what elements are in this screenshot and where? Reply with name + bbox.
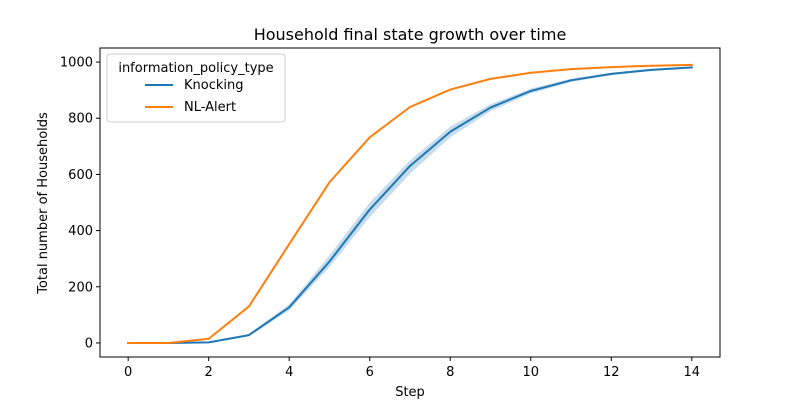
x-tick-label: 12 — [603, 365, 620, 380]
plot-area: 0 2 4 6 8 10 12 14 0 200 400 600 800 1000 — [60, 47, 721, 380]
legend-title: information_policy_type — [118, 61, 273, 76]
y-tick-label: 800 — [68, 112, 93, 127]
x-tick-label: 6 — [366, 365, 374, 380]
y-axis-label: Total number of Households — [36, 112, 51, 295]
legend-label-knocking: Knocking — [184, 78, 244, 93]
y-tick-label: 1000 — [60, 56, 93, 71]
x-tick-label: 4 — [285, 365, 293, 380]
chart-title: Household final state growth over time — [254, 25, 567, 44]
legend: information_policy_type Knocking NL-Alert — [106, 53, 286, 123]
y-tick-label: 600 — [68, 168, 93, 183]
x-tick-label: 14 — [684, 365, 701, 380]
y-tick-label: 400 — [68, 224, 93, 239]
x-tick-label: 2 — [205, 365, 213, 380]
y-tick-label: 200 — [68, 280, 93, 295]
legend-box — [106, 53, 286, 123]
y-tick-label: 0 — [85, 336, 93, 351]
plot-frame — [99, 47, 721, 358]
x-tick-label: 10 — [523, 365, 540, 380]
x-tick-label: 8 — [446, 365, 454, 380]
x-tick-label: 0 — [124, 365, 132, 380]
legend-label-nl-alert: NL-Alert — [184, 100, 236, 115]
series-line-knocking — [127, 66, 693, 344]
x-axis-label: Step — [395, 385, 425, 400]
series-line-nl-alert — [127, 63, 693, 344]
